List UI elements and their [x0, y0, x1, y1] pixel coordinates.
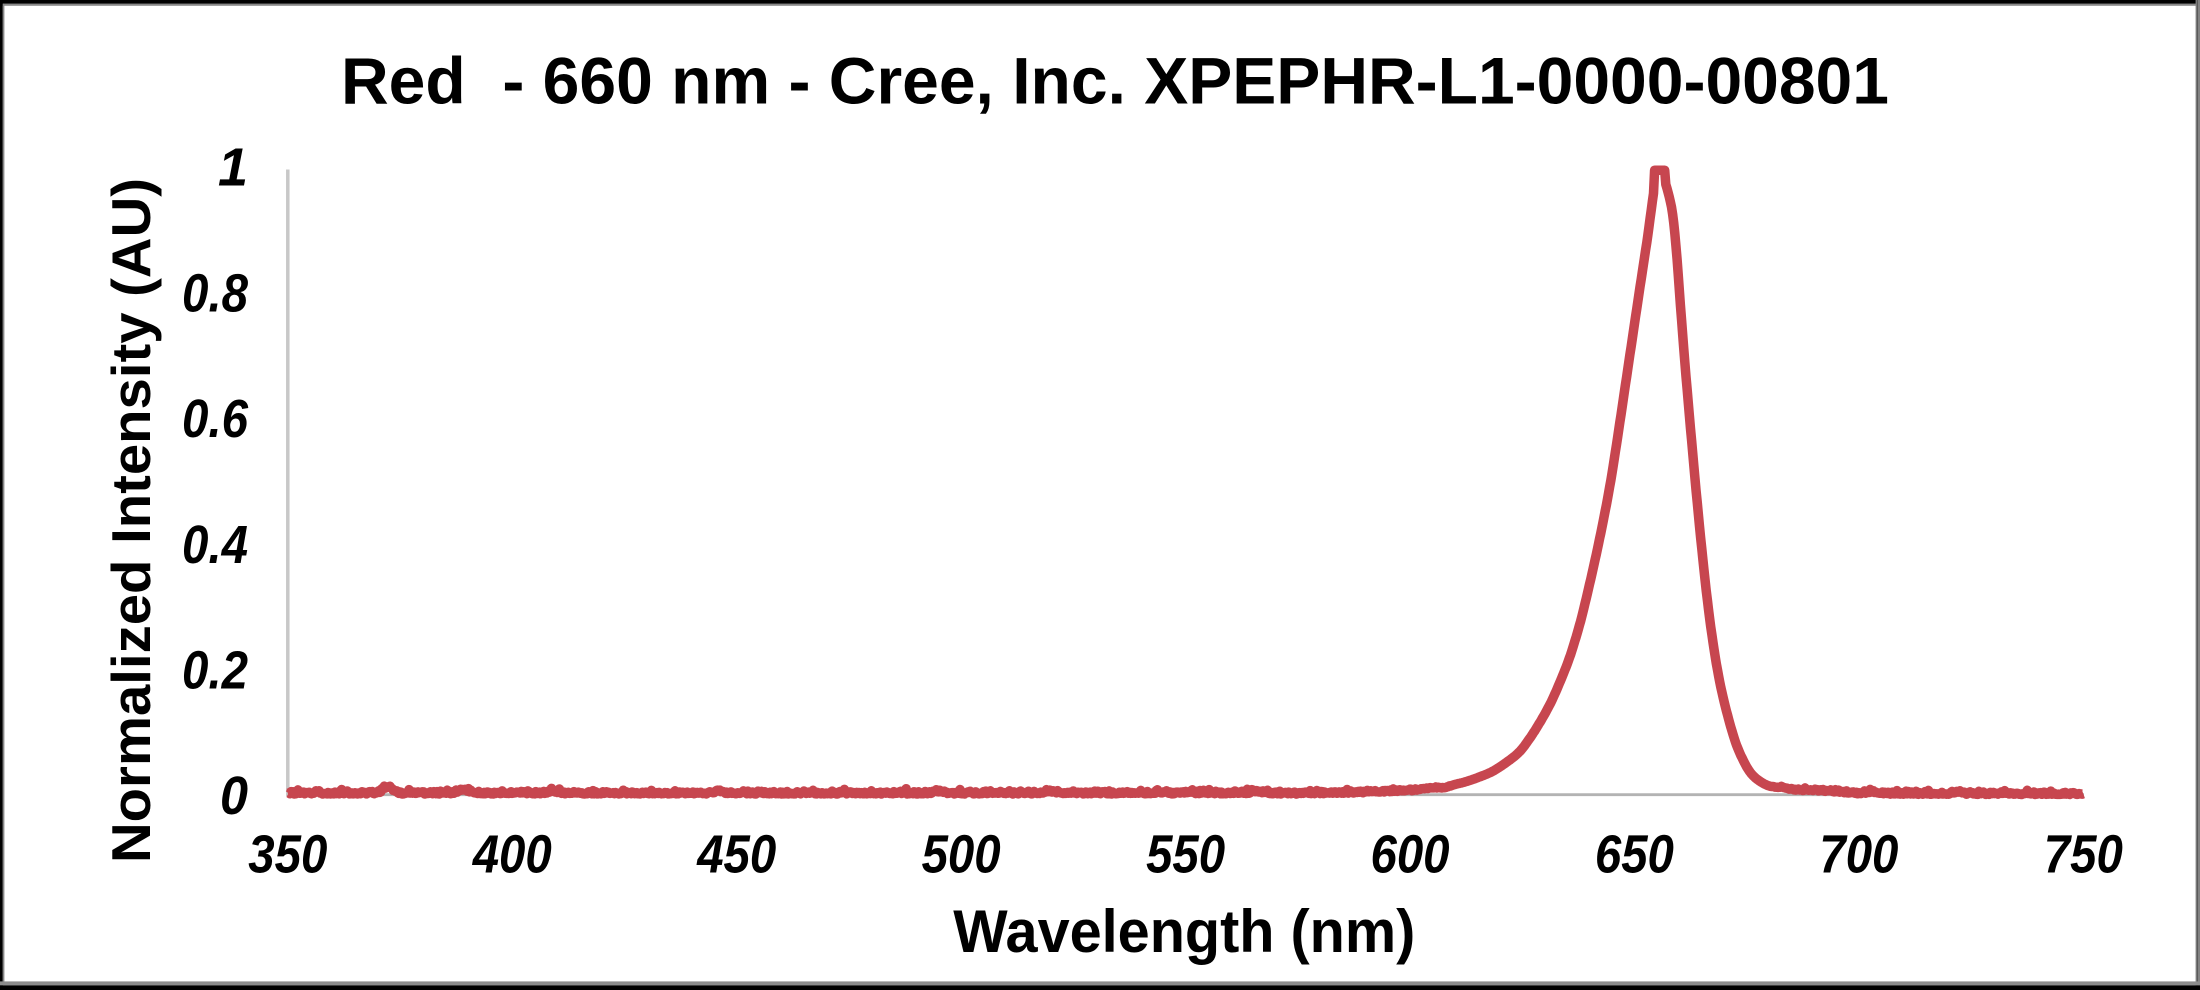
svg-text:0.4: 0.4 [182, 515, 248, 575]
svg-text:Normalized Intensity (AU): Normalized Intensity (AU) [100, 178, 162, 863]
svg-text:0.2: 0.2 [182, 641, 248, 701]
svg-text:0.8: 0.8 [182, 263, 248, 323]
svg-text:0: 0 [220, 766, 248, 826]
svg-text:1: 1 [218, 138, 248, 198]
svg-text:700: 700 [1819, 825, 1898, 885]
svg-text:600: 600 [1371, 825, 1450, 885]
svg-text:0.6: 0.6 [182, 389, 249, 449]
svg-text:400: 400 [472, 825, 552, 885]
svg-text:Red - 660 nm - Cree, Inc. XPE: Red - 660 nm - Cree, Inc. XPEPHR-L1-0000… [341, 44, 1889, 118]
svg-text:650: 650 [1595, 825, 1674, 885]
svg-text:450: 450 [696, 825, 776, 885]
svg-text:500: 500 [922, 825, 1001, 885]
svg-text:550: 550 [1146, 825, 1225, 885]
svg-text:750: 750 [2044, 825, 2123, 885]
svg-text:Wavelength (nm): Wavelength (nm) [953, 898, 1415, 965]
svg-text:350: 350 [248, 825, 327, 885]
